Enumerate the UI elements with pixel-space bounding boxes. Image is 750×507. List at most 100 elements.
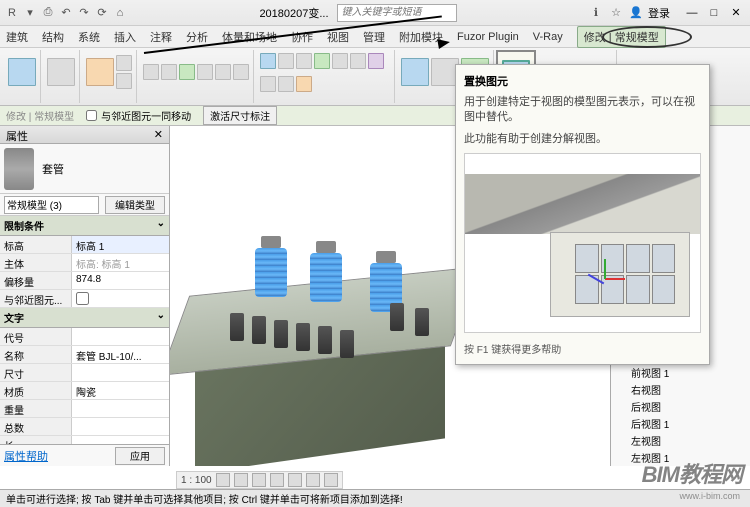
reveal-icon[interactable] bbox=[324, 473, 338, 487]
search-input[interactable] bbox=[337, 4, 457, 22]
offset-value[interactable]: 874.8 bbox=[72, 272, 169, 289]
title-bar: R ▾ ⎙ ↶ ↷ ⟳ ⌂ 20180207变... ℹ ☆ 👤 登录 — □ … bbox=[0, 0, 750, 26]
modify-tool-icon[interactable] bbox=[8, 58, 36, 86]
name-value[interactable]: 套管 BJL-10/... bbox=[72, 346, 169, 363]
minimize-button[interactable]: — bbox=[682, 5, 702, 21]
sun-path-icon[interactable] bbox=[252, 473, 266, 487]
menu-struct[interactable]: 结构 bbox=[42, 29, 64, 45]
tree-item[interactable]: 右视图 bbox=[615, 381, 746, 398]
undo-icon[interactable]: ↶ bbox=[58, 5, 74, 21]
hide-isolate-icon[interactable] bbox=[306, 473, 320, 487]
detail-level-icon[interactable] bbox=[216, 473, 230, 487]
open-icon[interactable]: ▾ bbox=[22, 5, 38, 21]
paste-icon[interactable] bbox=[86, 58, 114, 86]
crop-icon[interactable] bbox=[288, 473, 302, 487]
watermark: BIM教程网 bbox=[642, 457, 742, 489]
tree-item[interactable]: 后视图 bbox=[615, 398, 746, 415]
menu-manage[interactable]: 管理 bbox=[363, 29, 385, 45]
transformer-model[interactable] bbox=[180, 206, 460, 456]
visual-style-icon[interactable] bbox=[234, 473, 248, 487]
props-title: 属性 bbox=[6, 128, 28, 141]
total-value[interactable] bbox=[72, 418, 169, 435]
properties-panel: 属性✕ 套管 常规模型 (3) 编辑类型 限制条件⌄ 标高标高 1 主体标高: … bbox=[0, 126, 170, 466]
extend-icon[interactable] bbox=[278, 76, 294, 92]
type-selector[interactable]: 常规模型 (3) bbox=[4, 196, 99, 214]
tree-item[interactable]: 后视图 1 bbox=[615, 415, 746, 432]
tooltip-title: 置换图元 bbox=[464, 73, 701, 89]
redo-icon[interactable]: ↷ bbox=[76, 5, 92, 21]
watermark-url: www.i-bim.com bbox=[679, 491, 740, 501]
trim-icon[interactable] bbox=[197, 64, 213, 80]
material-value[interactable]: 陶瓷 bbox=[72, 382, 169, 399]
insulator-2[interactable] bbox=[310, 241, 342, 306]
tooltip-desc2: 此功能有助于创建分解视图。 bbox=[464, 132, 701, 147]
insulator-1[interactable] bbox=[255, 236, 287, 301]
annotation-arrow-head bbox=[437, 37, 451, 49]
array-icon[interactable] bbox=[314, 53, 330, 69]
maximize-button[interactable]: □ bbox=[704, 5, 724, 21]
constraints-section[interactable]: 限制条件⌄ bbox=[0, 216, 169, 236]
menu-modify[interactable]: 修改 | 常规模型 bbox=[577, 26, 666, 48]
join-icon[interactable] bbox=[161, 64, 177, 80]
offset-icon[interactable] bbox=[233, 64, 249, 80]
code-value[interactable] bbox=[72, 328, 169, 345]
menu-system[interactable]: 系统 bbox=[78, 29, 100, 45]
apply-button[interactable]: 应用 bbox=[115, 447, 165, 465]
copy-icon[interactable] bbox=[116, 73, 132, 89]
menu-insert[interactable]: 插入 bbox=[114, 29, 136, 45]
menu-vray[interactable]: V-Ray bbox=[533, 31, 563, 43]
move-with-nearby-checkbox[interactable] bbox=[86, 110, 97, 121]
tree-item[interactable]: 左视图 bbox=[615, 432, 746, 449]
shadows-icon[interactable] bbox=[270, 473, 284, 487]
user-icon[interactable]: 👤 bbox=[628, 5, 644, 21]
rotate-icon[interactable] bbox=[278, 53, 294, 69]
props-help-link[interactable]: 属性帮助 bbox=[4, 448, 48, 464]
info-icon[interactable]: ℹ bbox=[588, 5, 604, 21]
star-icon[interactable]: ☆ bbox=[608, 5, 624, 21]
document-title: 20180207变... bbox=[259, 5, 328, 21]
status-bar: 单击可进行选择; 按 Tab 键并单击可选择其他项目; 按 Ctrl 键并单击可… bbox=[0, 489, 750, 507]
menu-fuzor[interactable]: Fuzor Plugin bbox=[457, 31, 519, 43]
home-icon[interactable]: ⌂ bbox=[112, 5, 128, 21]
quick-access-toolbar: R ▾ ⎙ ↶ ↷ ⟳ ⌂ bbox=[4, 5, 128, 21]
menu-arch[interactable]: 建筑 bbox=[6, 29, 28, 45]
edit-type-button[interactable]: 编辑类型 bbox=[105, 196, 165, 214]
length-value[interactable] bbox=[72, 436, 169, 444]
tooltip-image bbox=[464, 153, 701, 333]
menu-addins[interactable]: 附加模块 bbox=[399, 29, 443, 45]
properties-icon[interactable] bbox=[47, 58, 75, 86]
element-preview bbox=[4, 148, 34, 190]
tooltip-help: 按 F1 键获得更多帮助 bbox=[464, 341, 701, 356]
demolish-icon[interactable] bbox=[296, 76, 312, 92]
near-value[interactable] bbox=[72, 290, 169, 307]
text-section[interactable]: 文字⌄ bbox=[0, 308, 169, 328]
mirror-icon[interactable] bbox=[296, 53, 312, 69]
scale-label[interactable]: 1 : 100 bbox=[181, 475, 212, 486]
activate-dims-label[interactable]: 激活尺寸标注 bbox=[203, 106, 277, 125]
login-link[interactable]: 登录 bbox=[648, 5, 670, 21]
weight-value[interactable] bbox=[72, 400, 169, 417]
level-value[interactable]: 标高 1 bbox=[72, 236, 169, 253]
cope-icon[interactable] bbox=[143, 64, 159, 80]
view-icon[interactable] bbox=[401, 58, 429, 86]
close-button[interactable]: ✕ bbox=[726, 5, 746, 21]
save-icon[interactable]: ⎙ bbox=[40, 5, 56, 21]
view-control-bar: 1 : 100 bbox=[176, 471, 343, 489]
group-icon[interactable] bbox=[368, 53, 384, 69]
status-text: 单击可进行选择; 按 Tab 键并单击可选择其他项目; 按 Ctrl 键并单击可… bbox=[6, 491, 403, 506]
sync-icon[interactable]: ⟳ bbox=[94, 5, 110, 21]
pin-icon[interactable] bbox=[350, 53, 366, 69]
tooltip-popup: 置换图元 用于创建特定于视图的模型图元表示，可以在视图中替代。 此功能有助于创建… bbox=[455, 64, 710, 365]
scale-icon[interactable] bbox=[332, 53, 348, 69]
size-value[interactable] bbox=[72, 364, 169, 381]
menu-analyze[interactable]: 分析 bbox=[186, 29, 208, 45]
split-icon[interactable] bbox=[179, 64, 195, 80]
cut-icon[interactable] bbox=[116, 55, 132, 71]
menu-annotate[interactable]: 注释 bbox=[150, 29, 172, 45]
tree-item[interactable]: 前视图 1 bbox=[615, 364, 746, 381]
move-icon[interactable] bbox=[260, 53, 276, 69]
app-icon[interactable]: R bbox=[4, 5, 20, 21]
align-icon[interactable] bbox=[215, 64, 231, 80]
delete-icon[interactable] bbox=[260, 76, 276, 92]
props-close-icon[interactable]: ✕ bbox=[154, 128, 163, 141]
